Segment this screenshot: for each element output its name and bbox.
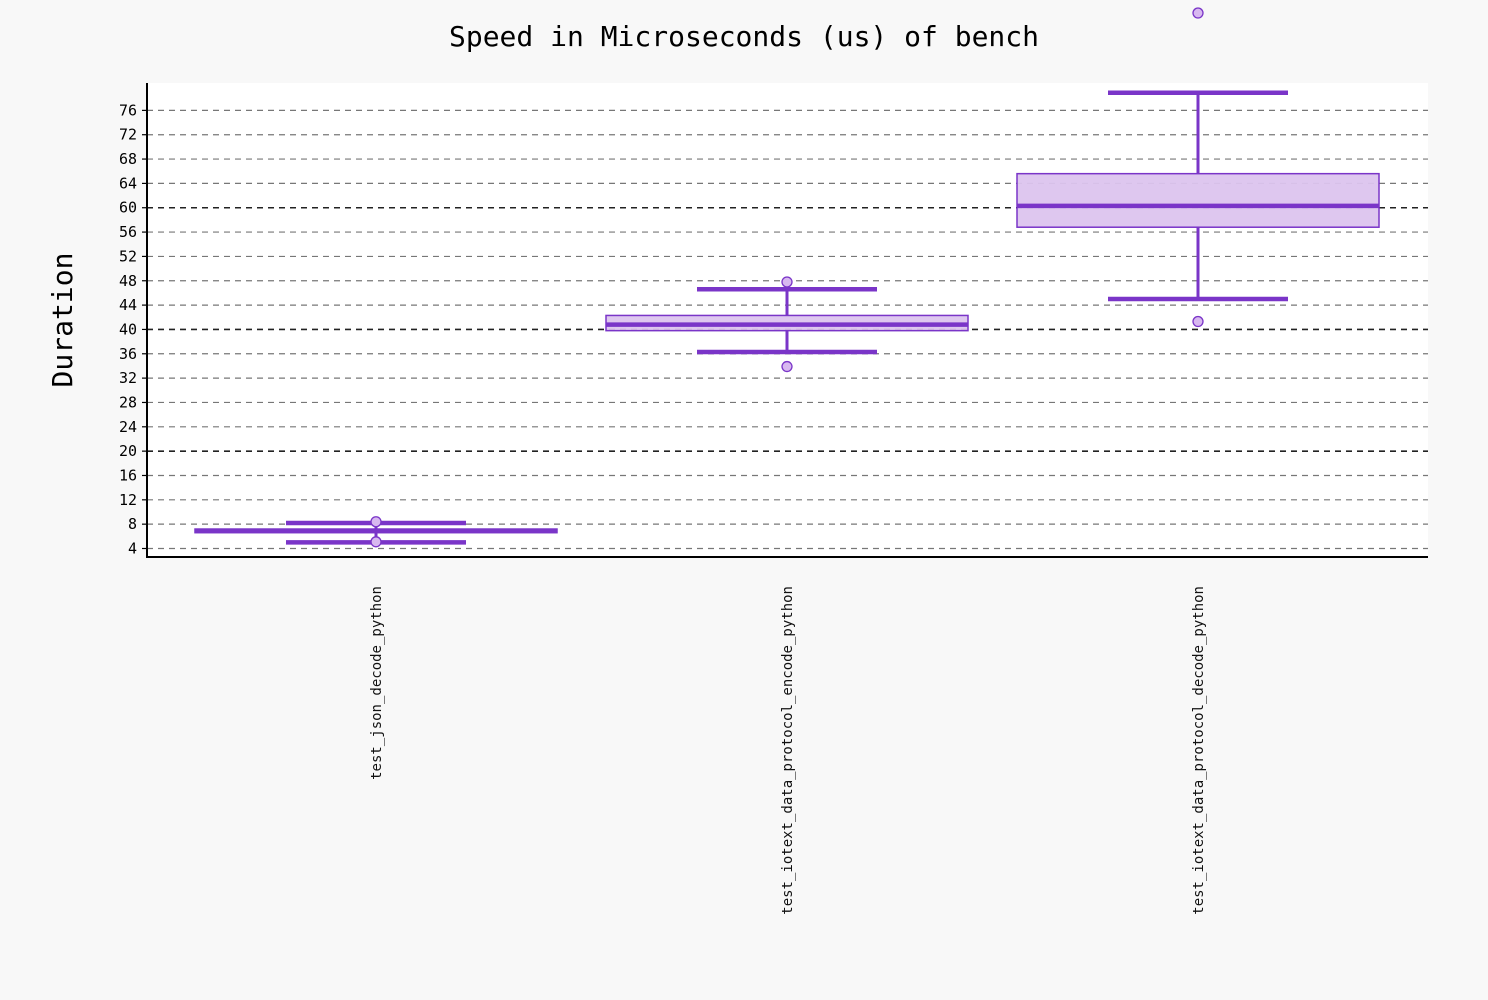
y-tick-label: 56 — [119, 223, 137, 241]
y-tick-label: 52 — [119, 247, 137, 265]
y-tick-label: 48 — [119, 272, 137, 290]
outlier-point — [370, 536, 382, 548]
category-label: test_iotext_data_protocol_decode_python — [1191, 586, 1207, 915]
y-tick-label: 28 — [119, 393, 137, 411]
outlier-point — [1192, 315, 1204, 328]
outlier-point — [1192, 7, 1204, 19]
y-tick-label: 24 — [119, 418, 137, 436]
y-tick-label: 20 — [119, 442, 137, 460]
y-tick-label: 60 — [119, 199, 137, 217]
outlier-point — [370, 516, 382, 528]
y-tick-label: 16 — [119, 466, 137, 484]
chart-title: Speed in Microseconds (us) of bench — [449, 20, 1039, 53]
y-tick-label: 4 — [128, 540, 137, 558]
y-tick-label: 40 — [119, 320, 137, 338]
box-group — [605, 276, 969, 373]
y-tick-label: 64 — [119, 174, 137, 192]
box-iqr — [1016, 172, 1380, 228]
category-label-layer: test_json_decode_python test_iotext_data_… — [369, 586, 1207, 915]
y-tick-label: 36 — [119, 345, 137, 363]
box-group — [194, 516, 558, 548]
y-tick-label: 44 — [119, 296, 137, 314]
category-label: test_iotext_data_protocol_encode_python — [780, 586, 796, 915]
category-label: test_json_decode_python — [369, 586, 385, 780]
y-tick-label: 12 — [119, 491, 137, 509]
box-layer — [194, 7, 1380, 548]
y-tick-label: 8 — [128, 515, 137, 533]
outlier-point — [781, 360, 793, 373]
y-tick-label: 76 — [119, 101, 137, 119]
outlier-point — [781, 276, 793, 288]
y-tick-label: 68 — [119, 150, 137, 168]
box-group — [1016, 7, 1380, 328]
y-tick-label: 32 — [119, 369, 137, 387]
y-axis-label: Duration — [46, 253, 79, 388]
y-tick-label: 72 — [119, 126, 137, 144]
